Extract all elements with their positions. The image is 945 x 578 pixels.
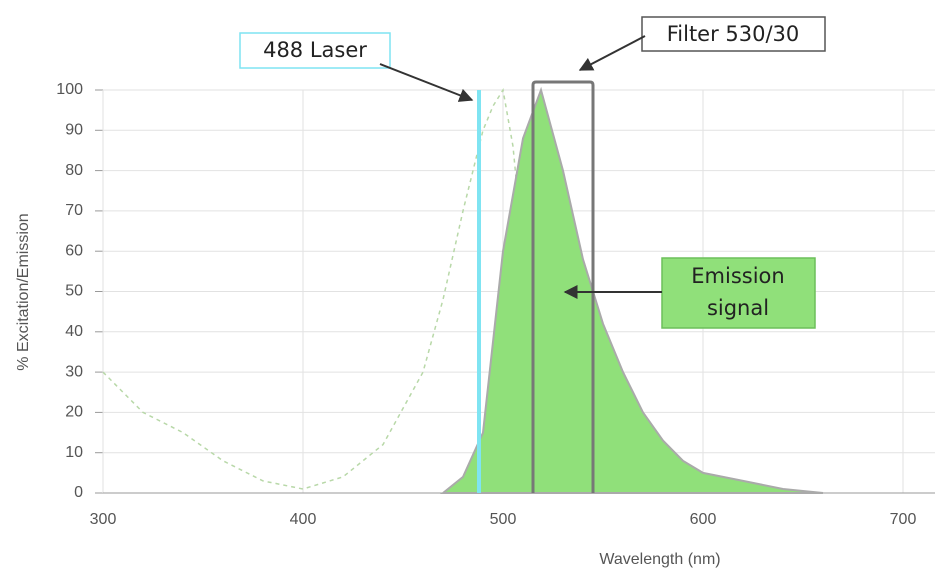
y-tick-label: 80: [65, 162, 83, 179]
y-tick-label: 20: [65, 404, 83, 421]
y-tick-label: 40: [65, 323, 83, 340]
laser-label-box: [239, 32, 391, 69]
y-tick-label: 70: [65, 202, 83, 219]
laser-label: 488 Laser: [263, 38, 367, 62]
y-tick-label: 50: [65, 283, 83, 300]
y-axis-title: % Excitation/Emission: [15, 213, 32, 370]
arrow: [578, 35, 646, 71]
x-tick-label: 300: [90, 511, 117, 528]
excitation-line: [102, 87, 544, 494]
filter-box: [531, 80, 595, 493]
x-tick-label: 700: [890, 511, 917, 528]
x-tick-label: 400: [290, 511, 317, 528]
emission-label: signal: [707, 296, 769, 320]
y-tick-label: 90: [65, 122, 83, 139]
y-tick-label: 100: [56, 81, 83, 98]
x-tick-label: 600: [690, 511, 717, 528]
plot-area: 0 10 20 30 40 50 60 70 80 90 100 300 400 500 600 700: [56, 80, 935, 528]
y-tick-label: 30: [65, 363, 83, 380]
emission-label: Emission: [691, 264, 784, 288]
y-tick-label: 0: [74, 484, 83, 501]
arrow: [379, 63, 474, 102]
filter-label-box: [641, 16, 826, 52]
x-axis-title: Wavelength (nm): [599, 551, 720, 568]
emission-area: [440, 86, 824, 494]
x-tick-label: 500: [490, 511, 517, 528]
y-tick-label: 60: [65, 242, 83, 259]
y-tick-label: 10: [65, 444, 83, 461]
emission-label-box: [661, 257, 816, 329]
filter-label: Filter 530/30: [667, 22, 800, 46]
